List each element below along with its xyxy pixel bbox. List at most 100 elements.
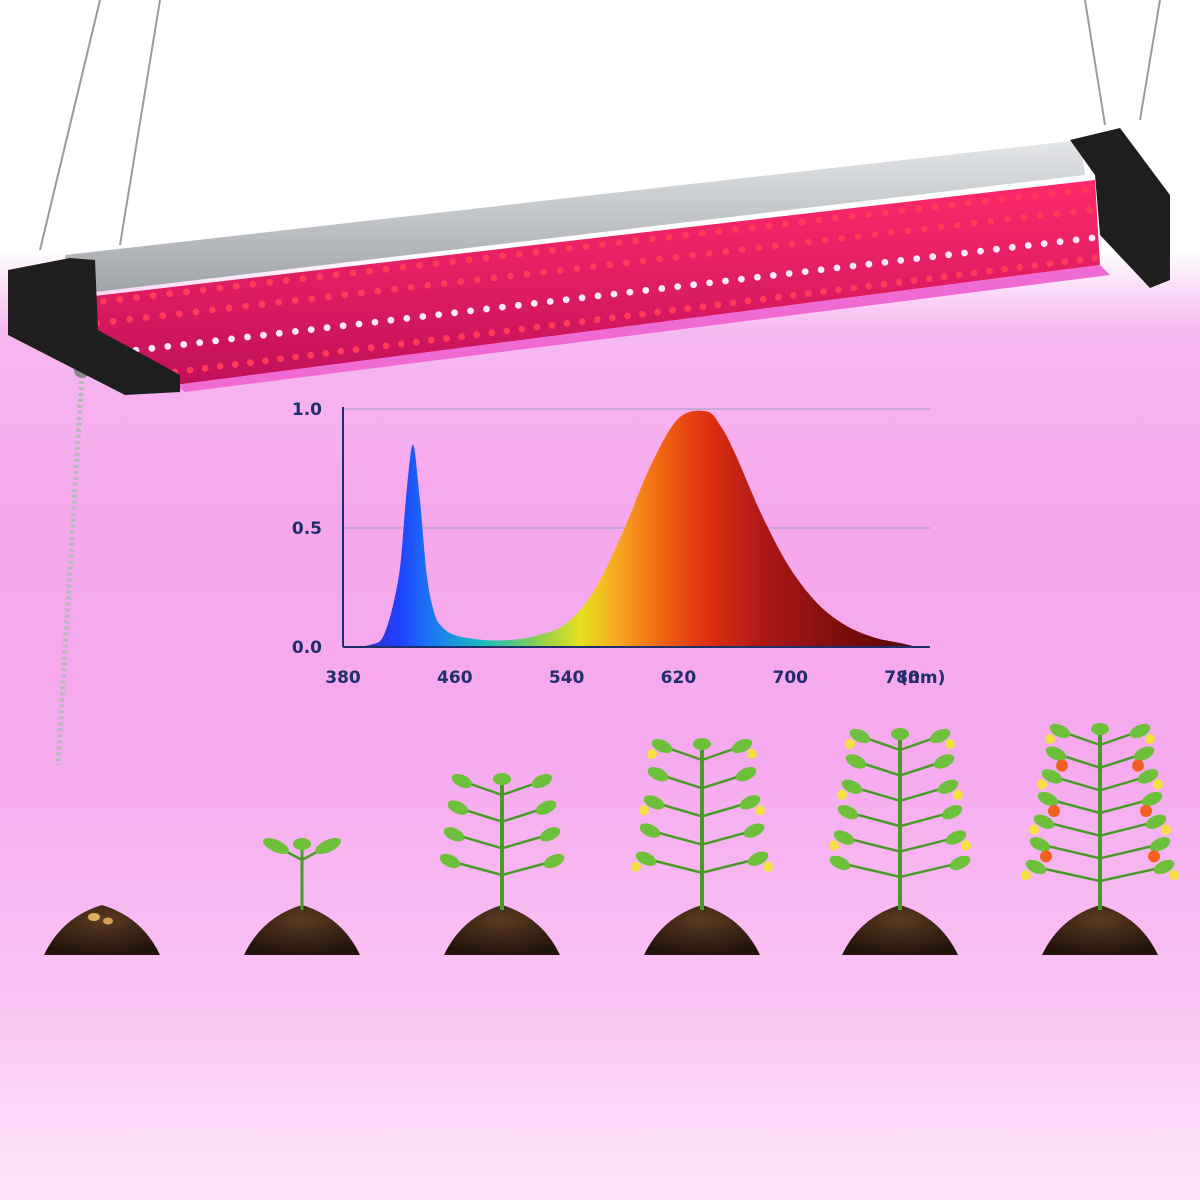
led-dot	[275, 329, 283, 337]
leaf	[1033, 814, 1055, 829]
led-dot	[755, 244, 763, 252]
led-dot	[1003, 216, 1011, 223]
led-dot	[632, 237, 640, 245]
led-dot	[573, 265, 581, 272]
plant-branch	[1099, 865, 1165, 883]
led-dot	[929, 253, 937, 261]
led-dot	[805, 238, 812, 246]
leaf	[451, 773, 473, 789]
led-dot	[473, 331, 480, 338]
led-dot	[540, 268, 547, 276]
led-dot	[1031, 262, 1039, 269]
led-dot	[626, 288, 634, 296]
end-cap-left	[8, 258, 180, 395]
led-dot	[407, 283, 415, 291]
led-dot	[665, 233, 673, 241]
led-dot	[848, 213, 856, 220]
led-dot	[649, 235, 656, 243]
seed	[103, 917, 113, 925]
led-dot	[1024, 242, 1032, 249]
leaf	[543, 853, 565, 869]
flower	[1037, 779, 1047, 790]
led-dot	[1072, 236, 1080, 244]
led-dot	[451, 309, 458, 317]
led-dot	[299, 275, 307, 282]
soil-mound	[444, 905, 560, 955]
led-dot	[821, 236, 829, 244]
led-dot	[582, 243, 590, 251]
led-dot	[970, 219, 978, 227]
flower	[1029, 824, 1039, 835]
led-dot	[482, 254, 490, 262]
led-dot	[931, 203, 939, 211]
leaf	[841, 779, 863, 794]
led-dot	[164, 343, 172, 350]
led-dot	[937, 223, 945, 231]
leaf	[1037, 791, 1059, 807]
led-dot	[1008, 243, 1016, 251]
led-dot	[658, 285, 666, 292]
flower	[1153, 779, 1163, 790]
leaf	[539, 827, 561, 842]
leaf	[731, 738, 753, 754]
led-dot	[759, 295, 767, 303]
leaf	[443, 827, 465, 842]
led-dot	[910, 277, 918, 284]
leaf	[1141, 791, 1163, 807]
led-dot	[623, 259, 630, 267]
led-dot	[849, 262, 857, 270]
led-dot	[769, 272, 777, 279]
flower	[1145, 734, 1155, 744]
spectrum-area	[343, 410, 917, 647]
led-dot	[722, 248, 730, 255]
led-dot	[443, 335, 450, 342]
led-dot	[732, 226, 739, 234]
led-dot	[148, 344, 156, 352]
led-dot	[765, 222, 773, 230]
led-dot	[149, 292, 157, 299]
led-dot	[945, 251, 952, 259]
led-dot	[416, 262, 423, 269]
leaf	[891, 728, 909, 740]
leaf	[635, 851, 657, 866]
x-tick-label: 620	[661, 668, 697, 688]
leaf	[1025, 859, 1047, 875]
tomato-fruit	[1048, 805, 1060, 817]
leaf	[647, 767, 669, 782]
led-dot	[682, 231, 690, 239]
leaf	[941, 804, 963, 820]
led-dot	[387, 316, 395, 324]
led-dot	[705, 250, 713, 257]
plant-stage-vegetative	[829, 728, 971, 955]
led-dot	[981, 197, 989, 205]
led-dot	[382, 265, 390, 273]
led-dot	[247, 359, 254, 367]
plant-growth-stages	[44, 723, 1179, 955]
flower	[1169, 870, 1179, 880]
end-cap-right	[1070, 128, 1170, 288]
led-dot	[435, 311, 443, 318]
led-dot	[1020, 214, 1028, 221]
led-dot	[654, 308, 661, 316]
led-dot	[1048, 190, 1056, 198]
led-dot	[412, 338, 420, 346]
leaf	[945, 830, 967, 845]
led-dot	[397, 340, 405, 348]
flower	[961, 840, 971, 851]
leaf	[937, 779, 959, 794]
led-dot	[881, 209, 889, 217]
led-dot	[639, 310, 646, 318]
led-dot	[915, 205, 922, 213]
led-dot	[871, 231, 879, 238]
led-dot	[126, 315, 134, 323]
x-tick-label: 780	[884, 668, 920, 688]
pull-chain[interactable]	[55, 362, 90, 766]
led-dot	[1040, 240, 1048, 248]
led-dot	[965, 199, 972, 207]
chart-axes	[342, 407, 930, 648]
flower	[1161, 824, 1171, 835]
led-dot	[1065, 188, 1072, 196]
led-dot	[242, 302, 250, 310]
led-dot	[774, 293, 782, 301]
led-dot	[180, 341, 188, 348]
